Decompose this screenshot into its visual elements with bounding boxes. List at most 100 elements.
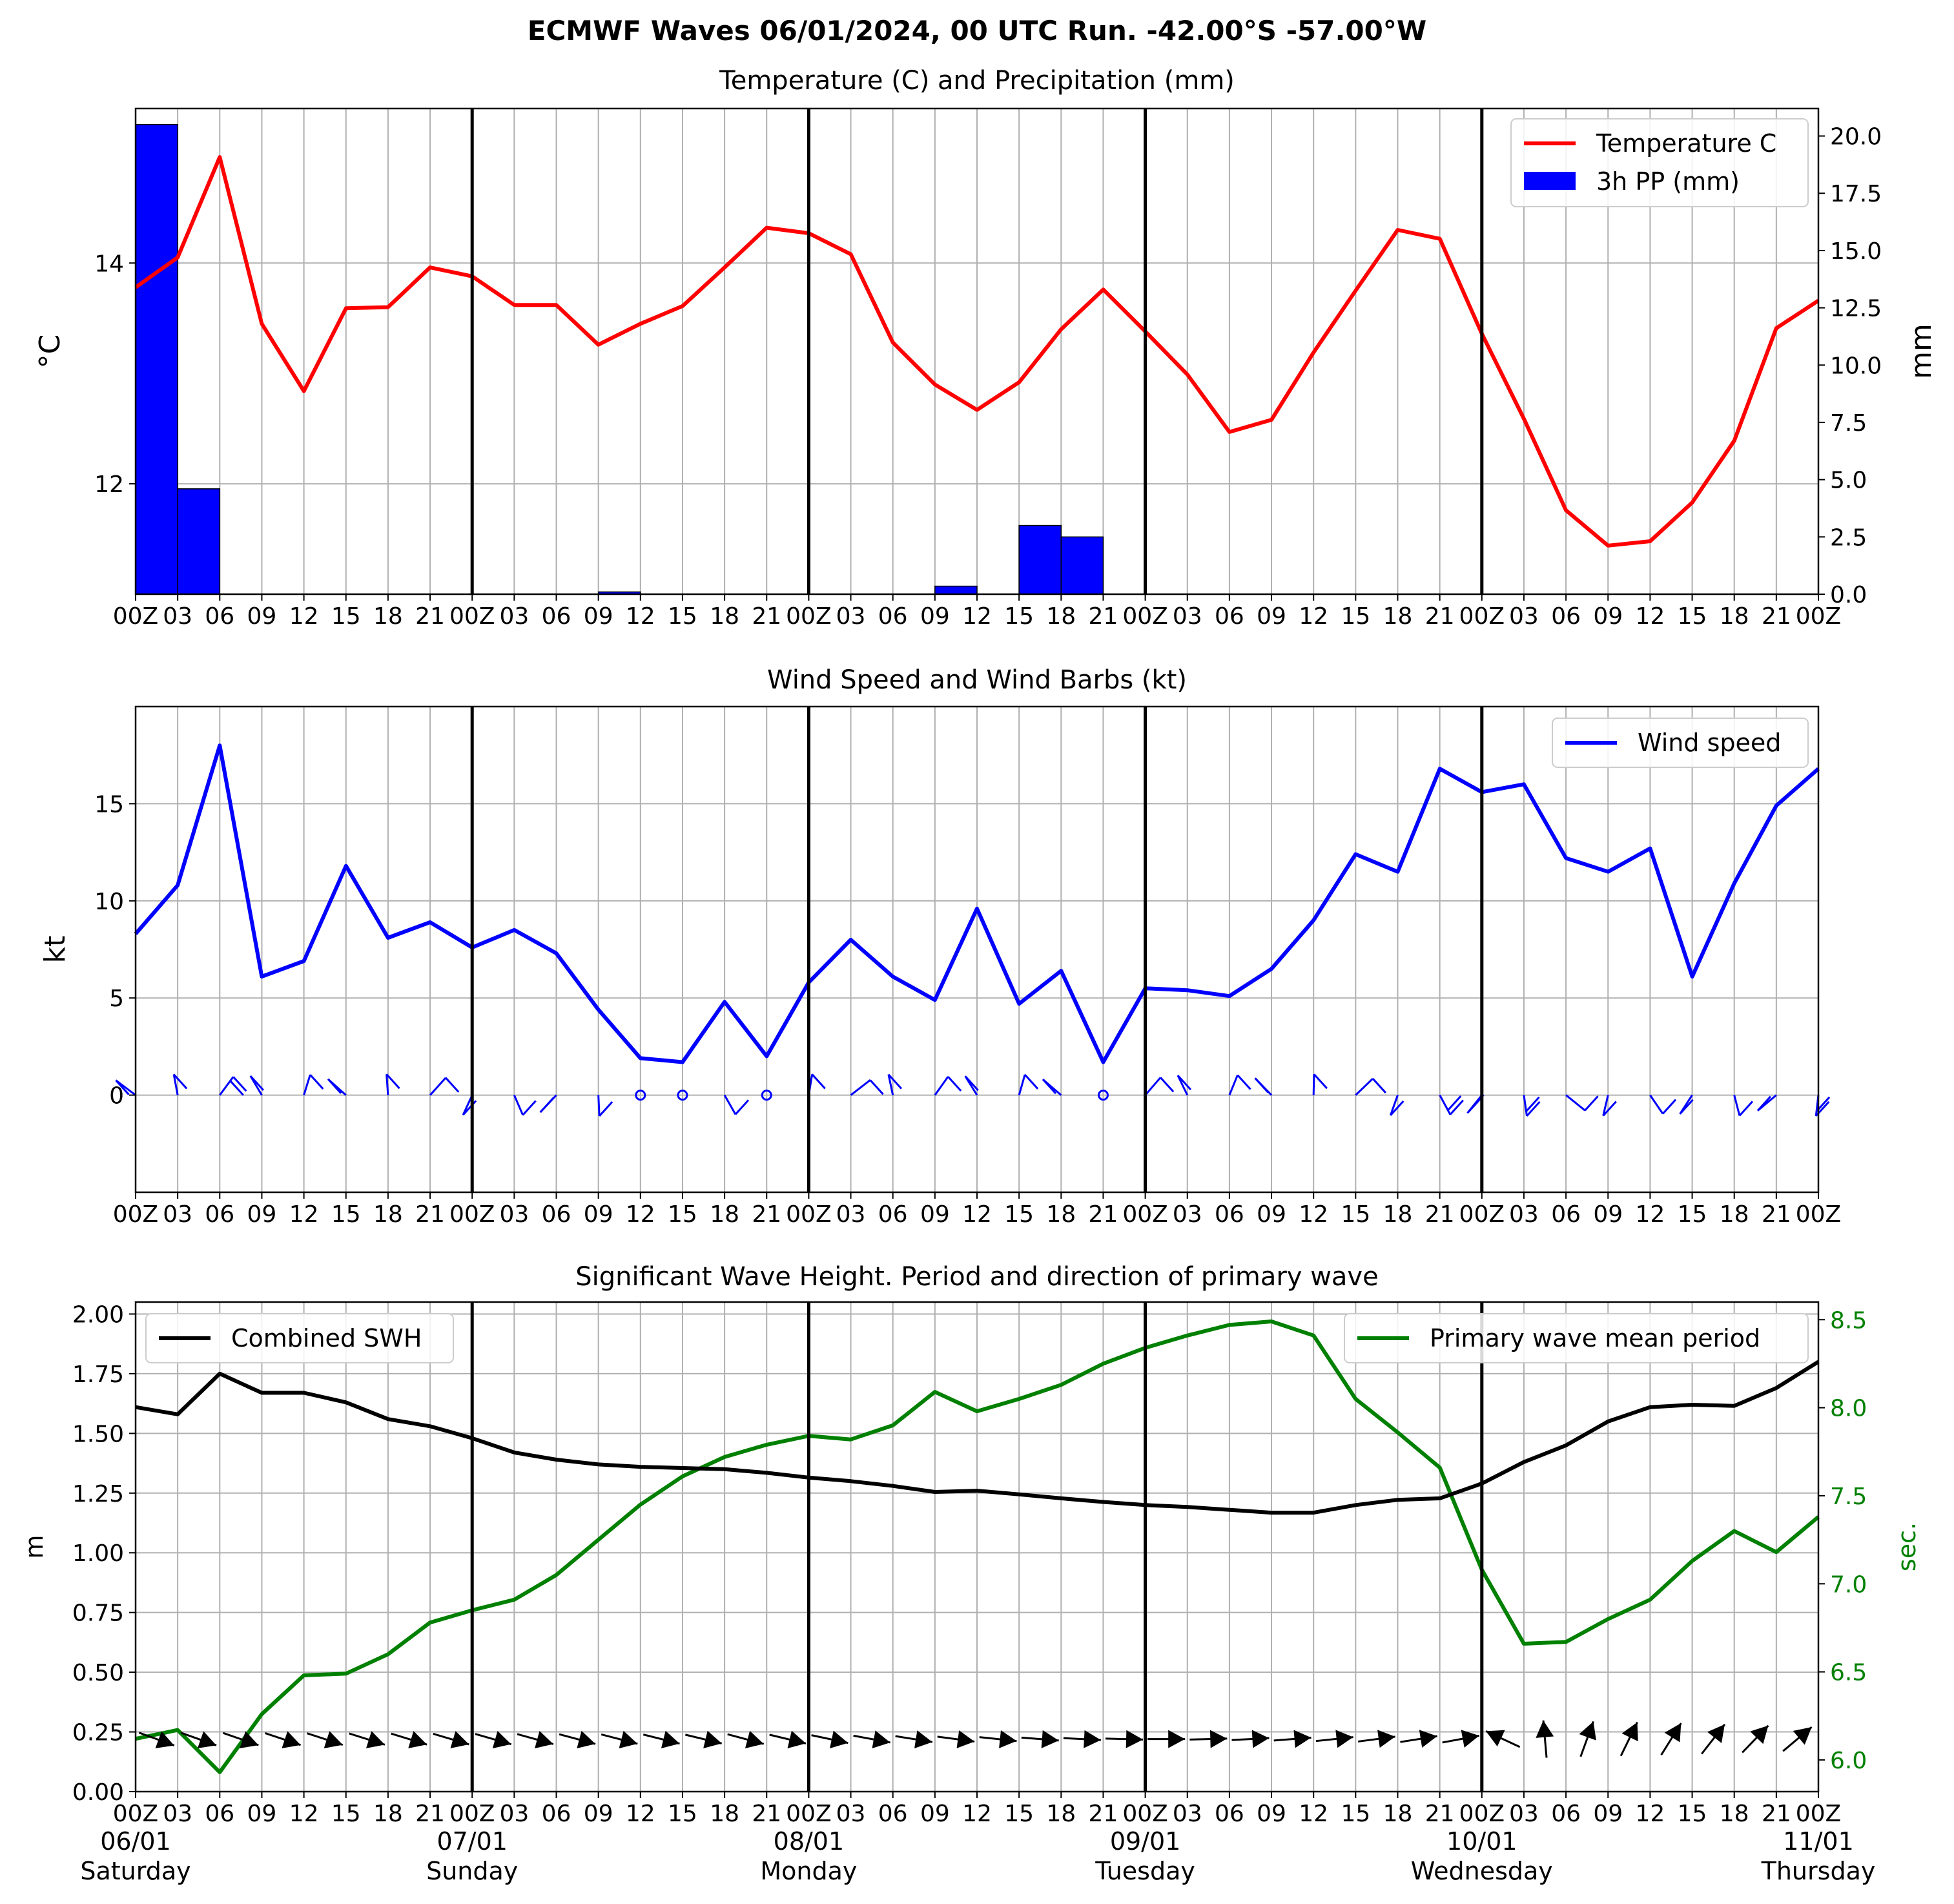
x-tick-label: 15 [1341, 603, 1370, 630]
x-tick-label: 03 [1173, 603, 1202, 630]
x-tick-label: 18 [710, 1801, 739, 1827]
wave-arrow-head [492, 1731, 511, 1748]
x-tick-label: 12 [626, 1801, 655, 1827]
wind-barb [249, 1075, 264, 1096]
panel-3-day-separators [470, 1302, 1484, 1792]
x-tick-label: 00Z [449, 1201, 495, 1228]
precipitation-bar [135, 124, 178, 595]
wave-direction-arrow [1400, 1730, 1437, 1748]
wave-direction-arrow [475, 1731, 512, 1748]
x-tick-label: 21 [752, 1801, 781, 1827]
wind-barb [1733, 1095, 1754, 1117]
y-tick-label: 12 [94, 471, 124, 498]
wind-speed-line [134, 743, 1820, 1064]
x-tick-label: 12 [289, 1801, 319, 1827]
wave-direction-arrow [1701, 1723, 1726, 1755]
x-tick-label: 00Z [1122, 1201, 1167, 1228]
panel-3-title: Significant Wave Height. Period and dire… [575, 1262, 1378, 1292]
y2-tick-label: 6.5 [1830, 1660, 1867, 1686]
x-tick-label: 06 [205, 1201, 234, 1228]
x-tick-label: 03 [1509, 1801, 1539, 1827]
x-tick-label: 21 [415, 1801, 445, 1827]
wind-barb [1439, 1094, 1464, 1115]
y2-tick-label: 10.0 [1830, 353, 1882, 379]
x-tick-label: 06 [878, 1201, 908, 1228]
wind-barb [539, 1094, 557, 1113]
y2-tick-label: 7.5 [1830, 1484, 1867, 1510]
wave-direction-arrow [180, 1731, 217, 1748]
wind-barb-stroke [1602, 1101, 1617, 1117]
x-tick-label: 03 [499, 1801, 529, 1827]
wind-barb-stroke [1525, 1096, 1540, 1112]
wind-barb [303, 1074, 324, 1096]
y-tick-label: 2.00 [72, 1301, 124, 1328]
day-date-label: 10/01 [1446, 1827, 1517, 1856]
wind-barb-stroke [1389, 1095, 1399, 1116]
panel-3-legend-swh-box [145, 1313, 454, 1363]
wind-barb-calm [1097, 1090, 1109, 1101]
x-tick-label: 21 [1425, 1801, 1455, 1827]
x-tick-label: 06 [1551, 603, 1581, 630]
x-tick-label: 15 [668, 603, 697, 630]
x-tick-label: 15 [1004, 1801, 1034, 1827]
x-tick-label: 06 [878, 603, 908, 630]
wave-direction-arrow [1485, 1730, 1521, 1748]
wind-barb [1042, 1079, 1062, 1096]
wind-barb-stroke [1160, 1077, 1175, 1093]
wave-direction-arrow [265, 1731, 302, 1748]
x-tick-label: 18 [710, 1201, 739, 1228]
legend-period-label: Primary wave mean period [1430, 1324, 1760, 1352]
wave-arrow-head [703, 1730, 722, 1748]
wind-barb-stroke [1449, 1099, 1464, 1115]
wave-direction-arrow [1357, 1730, 1395, 1748]
x-tick-label: 03 [499, 1201, 529, 1228]
y-tick-label: 14 [94, 251, 124, 277]
panel-3-right-axis: 6.0 6.5 7.0 7.5 8.0 8.5 [1818, 1307, 1867, 1774]
x-tick-label: 00Z [1796, 1801, 1841, 1827]
y-tick-label: 10 [94, 889, 124, 915]
wind-barb [386, 1073, 400, 1095]
y2-tick-label: 8.0 [1830, 1396, 1867, 1422]
panel-3-legend-period: Primary wave mean period [1344, 1313, 1809, 1363]
panel-2-legend-box [1552, 718, 1809, 768]
x-tick-label: 09 [920, 603, 950, 630]
wind-barb [1649, 1094, 1677, 1115]
wave-arrow-head [450, 1731, 469, 1748]
wave-direction-arrow [1620, 1721, 1638, 1757]
wave-direction-arrow [1315, 1730, 1353, 1748]
wave-direction-arrow [1105, 1730, 1144, 1748]
x-tick-label: 09 [584, 1801, 613, 1827]
wind-barb [1144, 1077, 1175, 1096]
wind-barb-stroke [445, 1077, 460, 1093]
wave-arrow-head [1461, 1730, 1479, 1748]
x-tick-label: 12 [962, 603, 992, 630]
wind-barb [964, 1075, 979, 1096]
x-tick-label: 12 [1299, 1801, 1328, 1827]
y2-tick-label: 0.0 [1830, 582, 1867, 608]
wind-barb [1228, 1074, 1251, 1096]
x-tick-label: 03 [1173, 1201, 1202, 1228]
x-tick-label: 09 [1257, 603, 1286, 630]
panel-2-x-axis: 00Z 03 06 09 12 15 18 21 00Z 03 06 09 12 15 18 21 00Z 03 0… [113, 1192, 1841, 1228]
wind-barb-stroke [513, 1095, 524, 1116]
wind-barb-stroke [1237, 1074, 1251, 1090]
wave-direction-arrow [937, 1730, 975, 1748]
wind-barb-stroke [1312, 1074, 1315, 1095]
legend-temperature-label: Temperature C [1596, 129, 1776, 158]
wind-barb [1565, 1094, 1599, 1112]
x-tick-label: 00Z [449, 603, 495, 630]
wind-barb-stroke [327, 1078, 342, 1094]
wind-barb-stroke [599, 1101, 613, 1117]
x-tick-label: 12 [626, 1201, 655, 1228]
wind-barb-stroke [964, 1075, 979, 1092]
wave-direction-arrow [433, 1731, 469, 1748]
x-tick-label: 21 [415, 603, 445, 630]
panel-1-left-axis: 12 14 [94, 251, 136, 498]
wave-direction-arrow [895, 1730, 933, 1748]
y2-tick-label: 7.0 [1830, 1571, 1867, 1598]
x-tick-label: 09 [1593, 603, 1623, 630]
x-tick-label: 09 [584, 1201, 613, 1228]
wave-arrow-head [1419, 1730, 1437, 1748]
panel-2-day-separators [470, 707, 1484, 1192]
